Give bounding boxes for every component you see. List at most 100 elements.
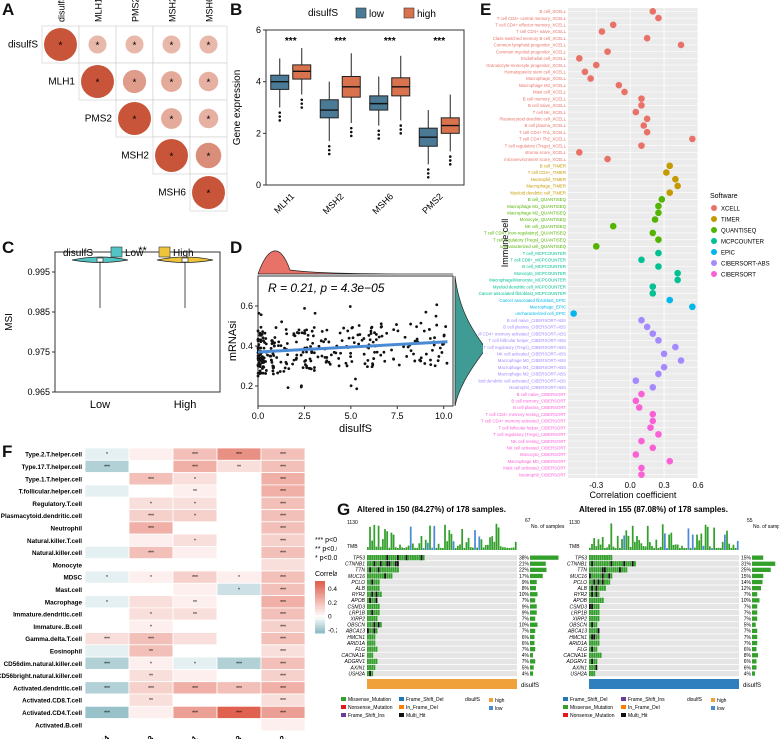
oncoplot-mutation-cell <box>369 670 371 677</box>
mutation-legend-label: Missense_Mutation <box>348 697 391 703</box>
y-tick-label: 0 <box>256 180 261 190</box>
oncoplot-mutation-cell <box>414 555 416 561</box>
scatter-point <box>297 331 301 335</box>
oncoplot-mutation-cell <box>379 567 382 573</box>
oncoplot-mutation-cell <box>390 555 393 561</box>
immune-cell-label: Class-switched memory B cell_XCELL <box>493 36 567 41</box>
scatter-point <box>264 342 268 346</box>
oncoplot-mutation-cell <box>593 622 596 628</box>
immune-infiltration-heatmap: Type.2.T.helper.cell * *** *** ***Type.17.T.… <box>0 447 337 739</box>
oncoplot-track <box>589 561 739 567</box>
oncoplot-pct-label: 7% <box>744 641 752 647</box>
scatter-point <box>272 354 276 357</box>
oncoplot-mutation-cell <box>369 658 371 664</box>
immune-correlation-dotplot: -0.3 0.0 0.3 0.6 B cell_XCELL T cell CD4+ cen… <box>478 8 770 500</box>
oncoplot-mutation-cell <box>369 573 371 579</box>
heatmap-cell <box>172 668 218 683</box>
oncoplot-mutation-cell <box>384 561 386 567</box>
oncoplot-mutation-cell <box>369 609 371 616</box>
oncoplot-mutation-cell <box>388 555 391 561</box>
scatter-point <box>422 329 426 333</box>
oncoplot-mutation-cell <box>367 640 369 646</box>
oncoplot-mutation-cell <box>591 670 593 677</box>
oncoplot-mutation-cell <box>595 585 598 591</box>
scatter-point <box>310 329 314 333</box>
oncoplot-pct-label: 17% <box>519 574 530 580</box>
panel-label-f: F <box>2 442 13 461</box>
oncoplot-mutation-cell <box>386 567 389 573</box>
immune-cell-label: NK cell resting_CIBERSORT <box>511 439 566 444</box>
tmb-bar <box>420 535 423 550</box>
tmb-bar <box>495 523 498 550</box>
oncoplot-track <box>367 622 517 628</box>
mutation-legend-label: Frame_Shift_Ins <box>348 713 385 719</box>
oncoplot-mutation-cell <box>595 561 598 567</box>
heatmap-cell <box>216 619 262 633</box>
oncoplot-mutation-cell <box>375 603 378 610</box>
oncoplot-mutation-cell <box>621 567 623 573</box>
count-axis-label: No. of samples <box>531 524 565 530</box>
y-axis-label: mRNAsi <box>228 321 239 361</box>
tmb-bar <box>405 547 408 550</box>
scatter-point <box>285 332 289 336</box>
tmb-bar <box>454 547 457 550</box>
tmb-bar <box>457 545 459 550</box>
panel-label-a: A <box>2 0 15 19</box>
scatter-point <box>371 362 374 366</box>
oncoplot-mutation-cell <box>367 567 369 573</box>
scatter-point <box>434 314 438 318</box>
oncoplot-mutation-cell <box>373 628 376 634</box>
oncoplot-mutation-cell <box>591 616 593 622</box>
scatter-point <box>423 362 427 365</box>
significance-mark: *** <box>285 36 297 47</box>
correlation-dot <box>635 404 643 411</box>
y-axis-label: MSI <box>4 313 15 331</box>
oncoplot-mutation-cell <box>593 597 596 603</box>
heatmap-sig-mark: *** <box>104 710 110 716</box>
matrix-circle <box>125 35 144 54</box>
heatmap-cell <box>84 619 130 633</box>
oncoplot-track <box>367 658 517 664</box>
colorbar-segment <box>315 617 325 621</box>
immune-cell-label: Common myeloid progenitor_XCELL <box>496 49 567 54</box>
oncoplot-gene-label: PCLO <box>573 580 587 586</box>
oncoplot-pct-label: 6% <box>522 641 530 647</box>
oncoplot-track <box>367 573 517 579</box>
heatmap-sig-mark: *** <box>280 612 286 618</box>
group-legend-swatch <box>489 706 493 710</box>
oncoplot-mutation-cell <box>399 555 401 561</box>
box-outlier <box>300 102 304 105</box>
legend-title: disulfS <box>63 248 93 259</box>
matrix-star: * <box>133 115 137 126</box>
oncoplot-mutation-cell <box>371 640 374 646</box>
oncoplot-mutation-cell <box>369 622 371 628</box>
tmb-bar <box>472 547 474 550</box>
colorbar-segment <box>315 604 325 608</box>
immune-cell-label: NK cell_QUANTISEQ <box>525 224 567 229</box>
oncoplot-mutation-cell <box>375 567 378 573</box>
tmb-bar <box>651 545 653 550</box>
oncoplot-mutation-cell <box>367 646 369 652</box>
correlation-dot <box>643 323 651 331</box>
tmb-bar <box>401 547 404 550</box>
tmb-bar <box>715 547 718 550</box>
immune-cell-label: Macrophage_EPIC <box>530 304 566 309</box>
matrix-circle <box>198 108 219 129</box>
oncoplot-mutation-cell <box>367 652 369 658</box>
oncoplot-gene-label: USH2A <box>570 671 587 677</box>
matrix-star: * <box>133 41 137 52</box>
heatmap-cell <box>216 718 262 732</box>
heatmap-sig-mark: *** <box>280 600 286 606</box>
heatmap-row-label: Activated.CD4.T.cell <box>22 710 82 717</box>
colorbar-segment <box>315 614 325 618</box>
oncoplot-freq-bar <box>752 561 776 566</box>
oncoplot-mutation-cell <box>601 555 604 561</box>
tmb-bar <box>621 539 623 550</box>
oncoplot-gene-label: PCLO <box>351 580 365 586</box>
correlation-dot <box>649 290 657 297</box>
plot-frame <box>265 29 465 186</box>
immune-cell-label: Neutrophil_TIMER <box>531 177 566 182</box>
oncoplot-mutation-cell <box>418 555 421 561</box>
group-annotation-bar <box>589 679 739 689</box>
oncoplot-mutation-cell <box>634 561 636 567</box>
